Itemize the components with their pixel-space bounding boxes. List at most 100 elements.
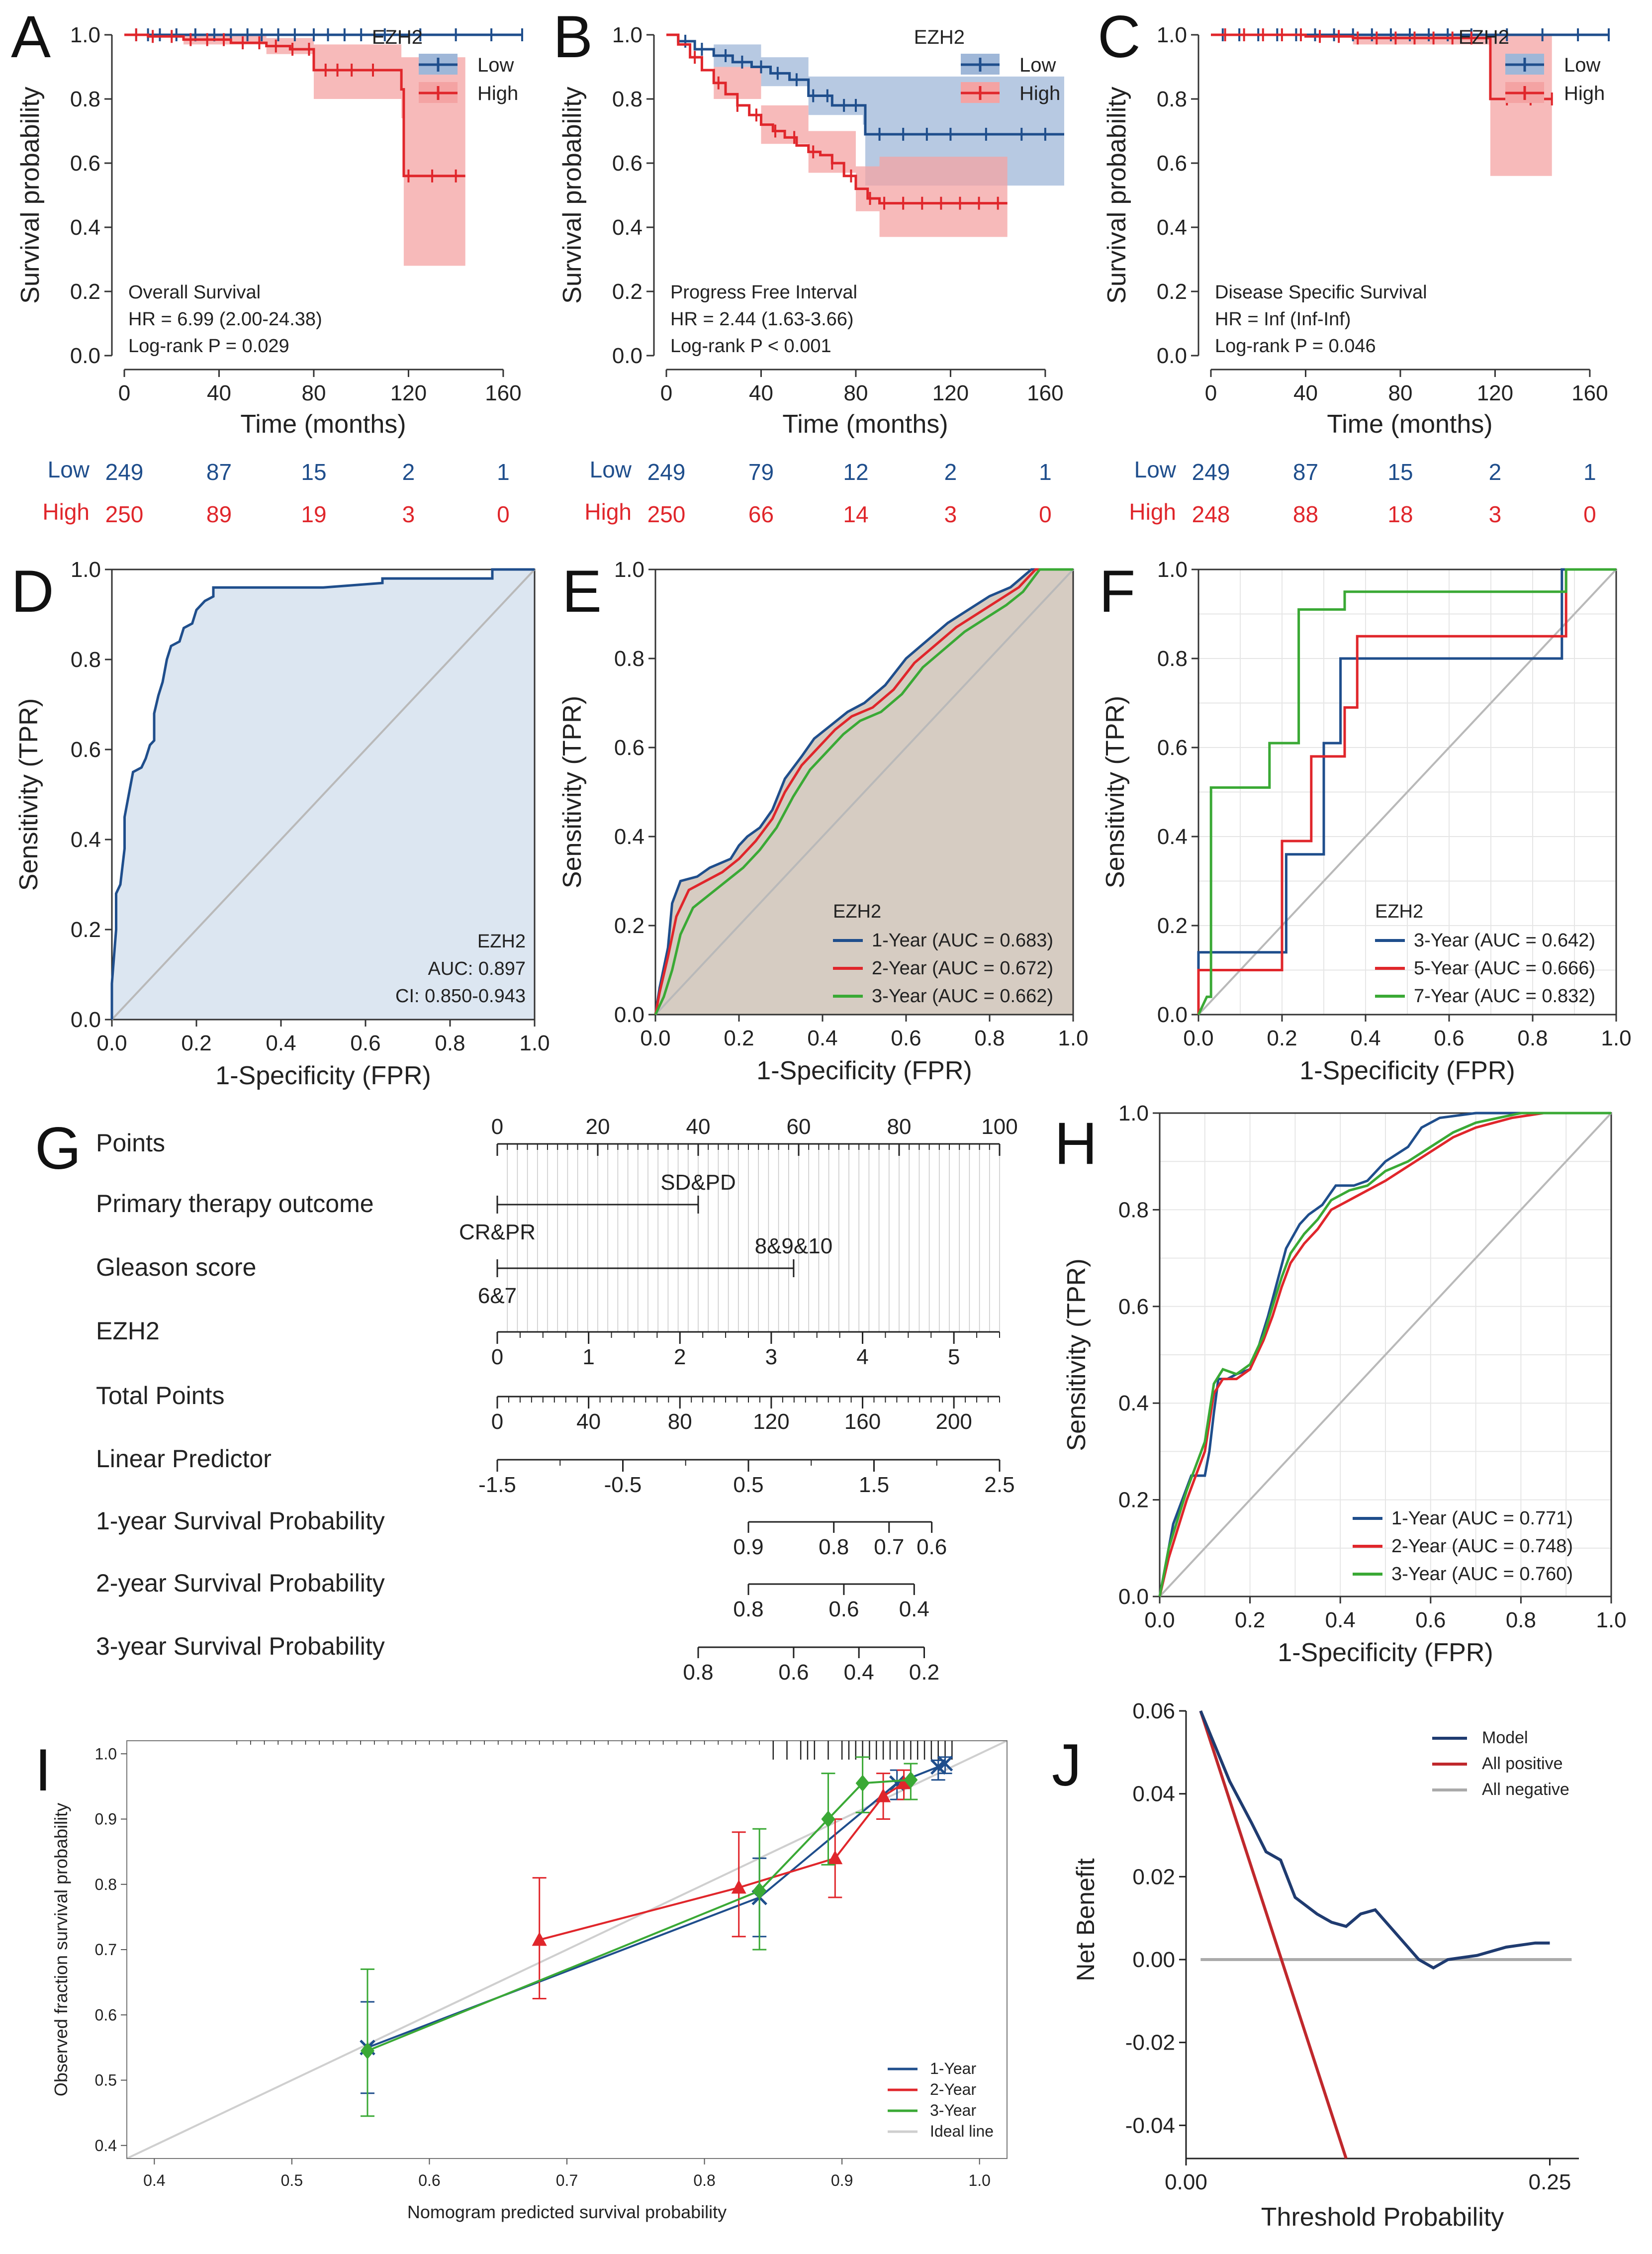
x-tick-label: 0.4 [266, 1031, 296, 1055]
risk-count: 3 [402, 501, 415, 527]
risk-count: 2 [944, 459, 957, 485]
x-tick-label: 1.0 [519, 1031, 550, 1055]
x-tick-label: 160 [485, 381, 521, 405]
y-tick-label: 0.2 [1157, 280, 1187, 304]
y-tick-label: 0.6 [95, 2006, 117, 2024]
y-tick-label: 0.5 [95, 2071, 117, 2089]
nomogram-tick-label: 200 [935, 1409, 972, 1434]
plot-frame [1159, 1112, 1612, 1597]
risk-count: 3 [944, 501, 957, 527]
legend-label: Low [1019, 54, 1056, 76]
risk-count: 0 [1583, 501, 1596, 527]
legend-title: EZH2 [914, 26, 965, 48]
legend-label: 3-Year (AUC = 0.662) [872, 986, 1053, 1007]
marker-triangle [532, 1932, 547, 1946]
prob-tick-label: 0.6 [828, 1597, 859, 1621]
panel-letter-H: H [1054, 1110, 1098, 1177]
nomogram-row-label: Gleason score [96, 1253, 256, 1281]
marker-triangle [876, 1788, 891, 1802]
nomogram-row-label: Primary therapy outcome [96, 1190, 374, 1218]
legend-title: EZH2 [1375, 901, 1423, 922]
risk-count: 15 [1387, 459, 1413, 485]
risk-count: 248 [1192, 501, 1230, 527]
y-tick-label: 1.0 [1118, 1101, 1149, 1126]
roc-panel-E: E 0.0 0.2 0.4 0.6 0.8 1.0 0.0 0.2 0.4 0.6 0.8 1.0 1-S… [558, 558, 1089, 1085]
y-tick-label: 0.8 [612, 87, 642, 111]
y-axis-title: Sensitivity (TPR) [1062, 1258, 1091, 1451]
marker-diamond [360, 2042, 374, 2060]
x-tick-label: 160 [1027, 381, 1063, 405]
y-tick-label: 0.02 [1132, 1865, 1175, 1889]
y-tick-label: 1.0 [612, 23, 642, 47]
risk-count: 0 [497, 501, 510, 527]
x-tick-label: 80 [301, 381, 326, 405]
y-tick-label: 0.8 [70, 87, 100, 111]
net-benefit-model [1199, 1710, 1550, 1970]
y-tick-label: 0.4 [71, 828, 101, 852]
category-label-bottom: CR&PR [459, 1220, 536, 1244]
risk-count: 250 [647, 501, 686, 527]
nomogram-row-label: 3-year Survival Probability [96, 1632, 385, 1660]
y-tick-label: 0.0 [1157, 344, 1187, 368]
legend-label: 7-Year (AUC = 0.832) [1414, 986, 1595, 1007]
y-tick-label: 0.2 [1118, 1488, 1149, 1512]
risk-row-name: Low [48, 457, 90, 482]
nomogram-tick-label: 1.5 [859, 1473, 889, 1497]
x-tick-label: 0.2 [724, 1026, 754, 1050]
y-tick-label: 1.0 [95, 1745, 117, 1763]
legend-label: Ideal line [930, 2122, 994, 2140]
legend-label: 2-Year [930, 2080, 976, 2098]
x-axis-title: 1-Specificity (FPR) [1299, 1056, 1515, 1085]
stat-annotation: Disease Specific Survival [1215, 282, 1427, 303]
legend-label: Low [477, 54, 514, 76]
x-axis-title: Threshold Probability [1261, 2203, 1504, 2232]
risk-row-name: High [42, 499, 90, 525]
risk-count: 1 [1583, 459, 1596, 485]
stat-annotation: Progress Free Interval [670, 282, 857, 303]
nomogram-tick-label: 4 [856, 1345, 868, 1369]
risk-count: 89 [206, 501, 232, 527]
roc-curve-3-year [654, 568, 1073, 1016]
risk-count: 249 [105, 459, 144, 485]
nomogram-tick-label: 2.5 [984, 1473, 1014, 1497]
y-tick-label: 0.06 [1132, 1699, 1175, 1723]
legend-label: 2-Year (AUC = 0.672) [872, 958, 1053, 979]
marker-triangle [896, 1775, 912, 1789]
y-tick-label: 0.4 [1157, 215, 1187, 240]
plot-frame [111, 568, 536, 1021]
legend-label: 1-Year (AUC = 0.771) [1391, 1508, 1573, 1529]
y-tick-label: 0.8 [71, 648, 101, 672]
risk-row-name: Low [1134, 457, 1177, 482]
x-tick-label: 0.0 [1144, 1608, 1175, 1632]
x-tick-label: 0.2 [181, 1031, 211, 1055]
x-tick-label: 0.0 [96, 1031, 127, 1055]
marker-diamond [752, 1882, 767, 1899]
legend-label: 3-Year (AUC = 0.760) [1391, 1564, 1573, 1585]
legend-label: Model [1482, 1728, 1528, 1747]
x-tick-label: 0.8 [1517, 1026, 1548, 1050]
roc-curve-2-year [654, 568, 1073, 1015]
x-tick-label: 0.0 [640, 1026, 670, 1050]
nomogram-tick-label: 20 [586, 1115, 610, 1139]
prob-tick-label: 0.2 [909, 1660, 939, 1685]
nomogram-tick-label: -0.5 [604, 1473, 642, 1497]
y-axis-title: Observed fraction survival probability [51, 1803, 71, 2096]
risk-count: 249 [647, 459, 686, 485]
risk-count: 66 [748, 501, 774, 527]
nomogram-tick-label: 0.5 [733, 1473, 763, 1497]
ci-band-high [1211, 35, 1552, 176]
x-tick-label: 0 [660, 381, 672, 405]
y-axis-title: Sensitivity (TPR) [1101, 696, 1130, 888]
y-tick-label: 0.8 [614, 647, 644, 671]
x-tick-label: 1.0 [1601, 1026, 1631, 1050]
y-tick-label: 0.2 [70, 280, 100, 304]
km-curve-high [1211, 33, 1552, 100]
y-tick-label: 0.8 [1118, 1198, 1149, 1222]
y-tick-label: 0.6 [70, 151, 100, 176]
y-tick-label: 0.6 [1157, 736, 1188, 760]
risk-row-name: High [584, 499, 632, 525]
legend-title: EZH2 [1459, 26, 1509, 48]
y-tick-label: 0.0 [1118, 1585, 1149, 1609]
ci-band-high [124, 35, 465, 266]
